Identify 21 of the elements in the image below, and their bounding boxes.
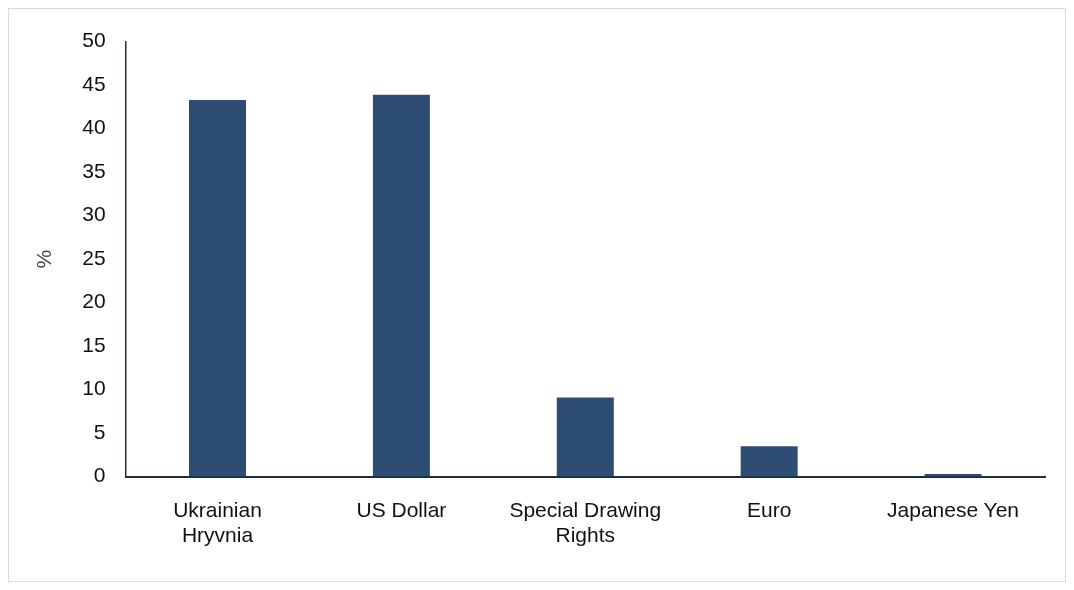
x-tick-label: Ukrainian Hryvnia — [173, 498, 262, 547]
y-tick-label: 25 — [82, 245, 106, 269]
y-axis-title: % — [32, 249, 56, 269]
y-tick-label: 5 — [93, 419, 106, 443]
bar — [740, 446, 798, 477]
bar — [556, 397, 614, 477]
x-tick-label: Euro — [746, 498, 792, 521]
y-tick-label: 20 — [82, 289, 106, 313]
x-tick-label: Japanese Yen — [887, 498, 1020, 521]
y-tick-label: 50 — [82, 28, 106, 52]
x-tick-label: Special Drawing Rights — [509, 498, 662, 547]
y-tick-label: 35 — [82, 158, 106, 182]
y-tick-label: 10 — [82, 376, 106, 400]
y-tick-label: 15 — [82, 332, 106, 356]
y-tick-label: 45 — [82, 71, 106, 95]
y-tick-label: 40 — [82, 115, 106, 139]
y-tick-label: 0 — [93, 463, 106, 487]
bar — [189, 99, 247, 477]
y-tick-label: 30 — [82, 202, 106, 226]
bar — [372, 94, 430, 477]
x-tick-label: US Dollar — [356, 498, 447, 521]
